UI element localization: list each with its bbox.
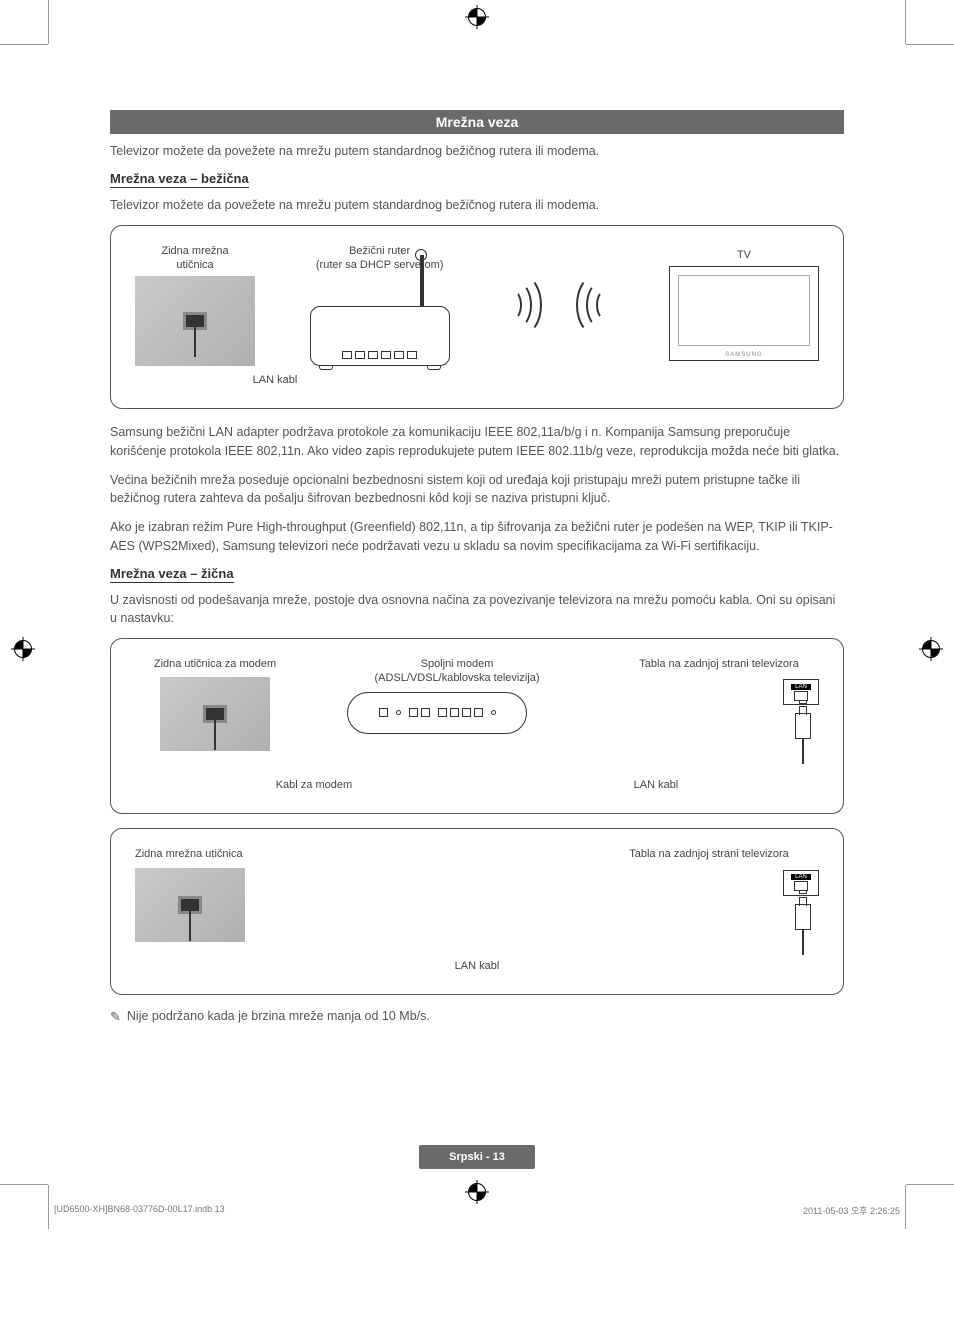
wireless-para-1: Samsung bežični LAN adapter podržava pro… (110, 423, 844, 461)
lan-cable-label: LAN kabl (135, 374, 415, 386)
note-text: Nije podržano kada je brzina mreže manja… (127, 1009, 430, 1025)
tv-back-panel-icon: LAN (679, 671, 819, 761)
crop-line (48, 0, 49, 44)
crop-line (906, 44, 954, 45)
wall-socket-icon (135, 868, 245, 942)
d1-cable-modem-label: Kabl za modem (276, 779, 352, 791)
d1-panel-label: Tabla na zadnjoj strani televizora (619, 657, 819, 671)
intro-text: Televizor možete da povežete na mrežu pu… (110, 142, 844, 161)
wireless-para-2: Većina bežičnih mreža poseduje opcionaln… (110, 471, 844, 509)
wired-diagram-1: Zidna utičnica za modem Spoljni modem (A… (110, 638, 844, 814)
tv-icon: SAMSUNG (669, 266, 819, 361)
tv-label: TV (669, 248, 819, 262)
d1-modem-label-1: Spoljni modem (421, 658, 494, 670)
crop-mark-bottom (0, 1183, 954, 1201)
modem-icon (347, 692, 527, 734)
note-icon: ✎ (110, 1009, 121, 1025)
d2-cable-lan-label: LAN kabl (135, 960, 819, 972)
d1-modem-label-2: (ADSL/VDSL/kablovska televizija) (374, 672, 539, 684)
wall-socket-icon (160, 677, 270, 751)
wireless-diagram: Zidna mrežna utičnica Bežični ruter (rut… (110, 225, 844, 410)
meta-footer: [UD6500-XH]BN68-03776D-00L17.indb 13 201… (54, 1204, 900, 1217)
lan-port-label: LAN (791, 874, 811, 880)
tv-back-panel-icon: LAN (679, 862, 819, 952)
crop-mark-top (0, 8, 954, 26)
crop-line (0, 44, 48, 45)
tv-logo: SAMSUNG (670, 352, 818, 358)
footer-badge: Srpski - 13 (419, 1145, 535, 1169)
wall-socket-label-2: utičnica (176, 259, 213, 271)
router-label-2: (ruter sa DHCP serverom) (316, 259, 444, 271)
registration-mark-left (14, 640, 32, 658)
meta-file: [UD6500-XH]BN68-03776D-00L17.indb 13 (54, 1204, 225, 1217)
wired-diagram-2: Zidna mrežna utičnica Tabla na zadnjoj s… (110, 828, 844, 994)
page-footer: Srpski - 13 (110, 1145, 844, 1169)
wireless-para-3: Ako je izabran režim Pure High-throughpu… (110, 518, 844, 556)
d1-cable-lan-label: LAN kabl (634, 779, 679, 791)
d2-wall-label: Zidna mrežna utičnica (135, 847, 335, 861)
page-content: Mrežna veza Televizor možete da povežete… (0, 0, 954, 1229)
meta-date: 2011-05-03 오후 2:26:25 (803, 1204, 900, 1217)
wall-socket-icon (135, 276, 255, 366)
crop-line (905, 0, 906, 44)
wired-heading: Mrežna veza – žična (110, 566, 234, 583)
wall-socket-label-1: Zidna mrežna (161, 245, 228, 257)
wifi-waves-icon (504, 275, 614, 335)
d1-wall-label: Zidna utičnica za modem (135, 657, 295, 671)
wireless-desc: Televizor možete da povežete na mrežu pu… (110, 196, 844, 215)
wired-desc: U zavisnosti od podešavanja mreže, posto… (110, 591, 844, 629)
d2-panel-label: Tabla na zadnjoj strani televizora (599, 847, 819, 861)
note: ✎ Nije podržano kada je brzina mreže man… (110, 1009, 844, 1025)
section-header: Mrežna veza (110, 110, 844, 134)
wireless-heading: Mrežna veza – bežična (110, 171, 249, 188)
router-label-1: Bežični ruter (349, 245, 410, 257)
registration-mark-right (922, 640, 940, 658)
lan-port-label: LAN (791, 684, 811, 690)
router-icon (310, 306, 450, 366)
